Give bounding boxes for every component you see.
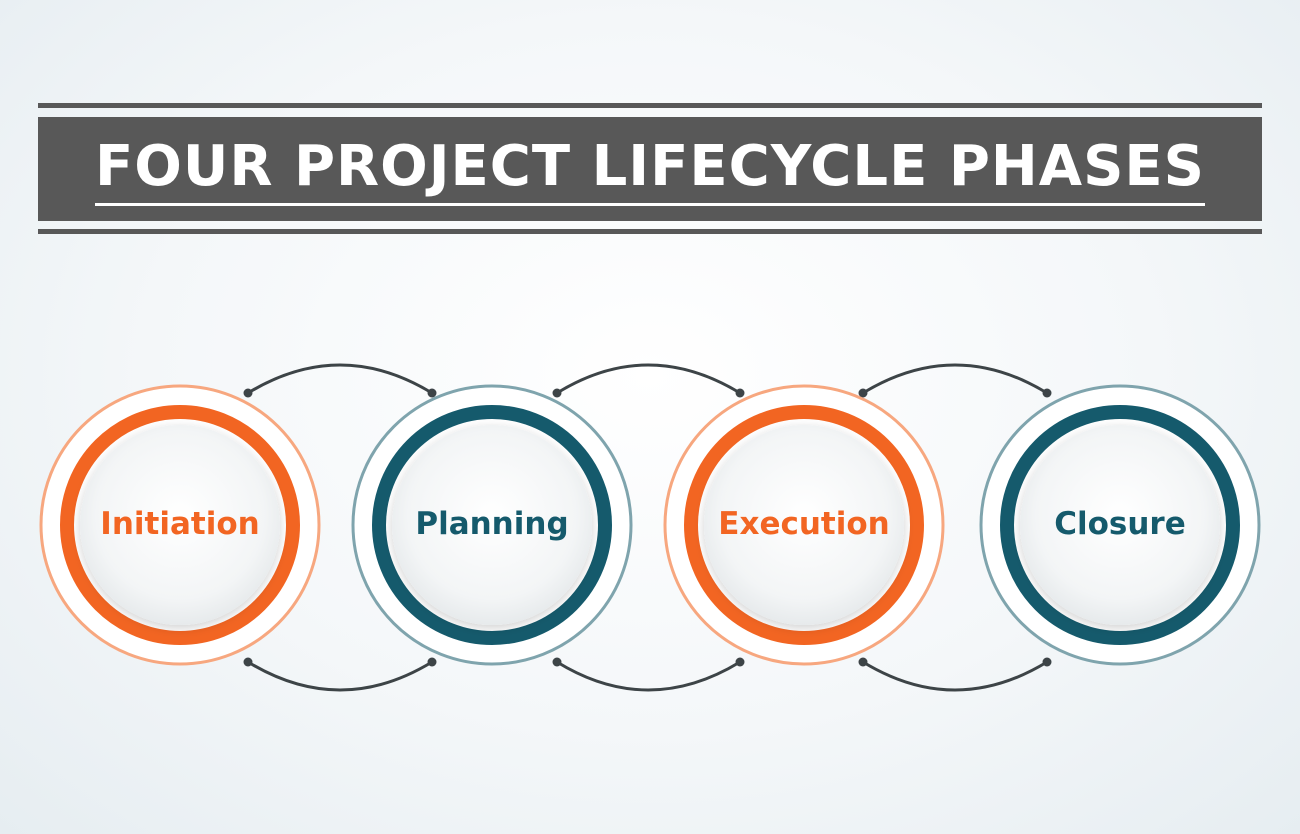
phase-label-initiation: Initiation xyxy=(100,506,260,542)
phase-inner-disc xyxy=(392,425,592,625)
phase-inner-disc xyxy=(704,425,904,625)
phase-main-ring xyxy=(684,405,924,645)
connector-arc-top-3 xyxy=(862,363,1048,395)
connector-dot xyxy=(735,657,745,667)
connector-dot xyxy=(243,657,253,667)
banner-bottom-rule xyxy=(38,229,1262,234)
phase-main-ring xyxy=(60,405,300,645)
phase-label-planning: Planning xyxy=(415,506,569,542)
phase-label-execution: Execution xyxy=(718,506,890,542)
connector-arc-bottom-1 xyxy=(247,660,433,692)
connector-dot xyxy=(1042,388,1052,398)
phase-inner-disc xyxy=(1020,425,1220,625)
connector-arc-bottom-2 xyxy=(556,660,741,692)
phase-inner-disc xyxy=(80,425,280,625)
title-banner: FOUR PROJECT LIFECYCLE PHASES xyxy=(38,103,1262,235)
banner-band: FOUR PROJECT LIFECYCLE PHASES xyxy=(38,117,1262,221)
connector-dot xyxy=(552,657,562,667)
phase-main-ring xyxy=(1000,405,1240,645)
connector-dot xyxy=(858,657,868,667)
connector-arc-top-1 xyxy=(247,363,433,395)
phase-circle-execution xyxy=(663,384,945,666)
connector-dot xyxy=(427,388,437,398)
banner-top-rule xyxy=(38,103,1262,108)
connector-arc-bottom-3 xyxy=(862,660,1048,692)
page-title: FOUR PROJECT LIFECYCLE PHASES xyxy=(95,138,1205,206)
connector-dot xyxy=(735,388,745,398)
connector-dot xyxy=(1042,657,1052,667)
phase-main-ring xyxy=(372,405,612,645)
connector-dot xyxy=(552,388,562,398)
connector-dot xyxy=(427,657,437,667)
phase-circle-closure xyxy=(979,384,1261,666)
connector-dot xyxy=(858,388,868,398)
connector-arc-top-2 xyxy=(556,363,741,395)
phase-label-closure: Closure xyxy=(1054,506,1186,542)
connector-dot xyxy=(243,388,253,398)
phase-circle-initiation xyxy=(39,384,321,666)
phase-circle-planning xyxy=(351,384,633,666)
